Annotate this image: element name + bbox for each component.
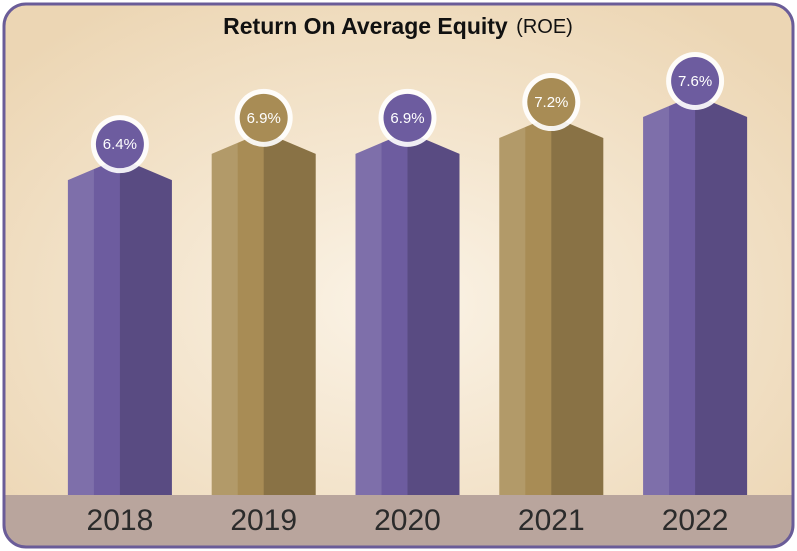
bar-highlight bbox=[499, 127, 526, 495]
bar bbox=[499, 116, 604, 495]
value-label: 6.9% bbox=[390, 110, 424, 127]
value-label: 7.6% bbox=[678, 73, 712, 90]
value-badge-inner bbox=[383, 93, 432, 142]
bar-highlight bbox=[355, 142, 382, 495]
bar bbox=[355, 131, 460, 495]
bar-shade bbox=[551, 116, 604, 495]
year-band bbox=[4, 495, 793, 547]
bar-shade bbox=[263, 131, 316, 495]
chart-title: Return On Average Equity bbox=[223, 13, 508, 39]
x-tick-label: 2021 bbox=[518, 504, 585, 537]
value-badge-inner bbox=[527, 78, 576, 127]
bar-shade bbox=[695, 95, 748, 495]
x-tick-label: 2019 bbox=[230, 504, 297, 537]
value-badge-inner bbox=[671, 57, 720, 105]
chart-title-line: Return On Average Equity (ROE) bbox=[223, 13, 573, 39]
bar bbox=[643, 95, 748, 495]
x-tick-label: 2022 bbox=[662, 504, 729, 537]
bar-highlight bbox=[67, 169, 94, 495]
value-label: 6.9% bbox=[247, 110, 281, 127]
bar bbox=[67, 158, 172, 495]
value-label: 7.2% bbox=[534, 94, 568, 111]
bar-highlight bbox=[643, 106, 670, 495]
bar bbox=[211, 131, 316, 495]
bars: 6.4% 6.9% 6.9% 7.2% 7.6% bbox=[67, 52, 748, 495]
bar-shade bbox=[407, 131, 460, 495]
x-tick-label: 2018 bbox=[87, 504, 154, 537]
value-badge-inner bbox=[95, 120, 144, 169]
bar-shade bbox=[119, 158, 172, 495]
value-badge-inner bbox=[239, 93, 288, 142]
x-tick-label: 2020 bbox=[374, 504, 441, 537]
bar-highlight bbox=[211, 142, 238, 495]
chart-subtitle: (ROE) bbox=[516, 16, 573, 38]
value-label: 6.4% bbox=[103, 136, 137, 153]
